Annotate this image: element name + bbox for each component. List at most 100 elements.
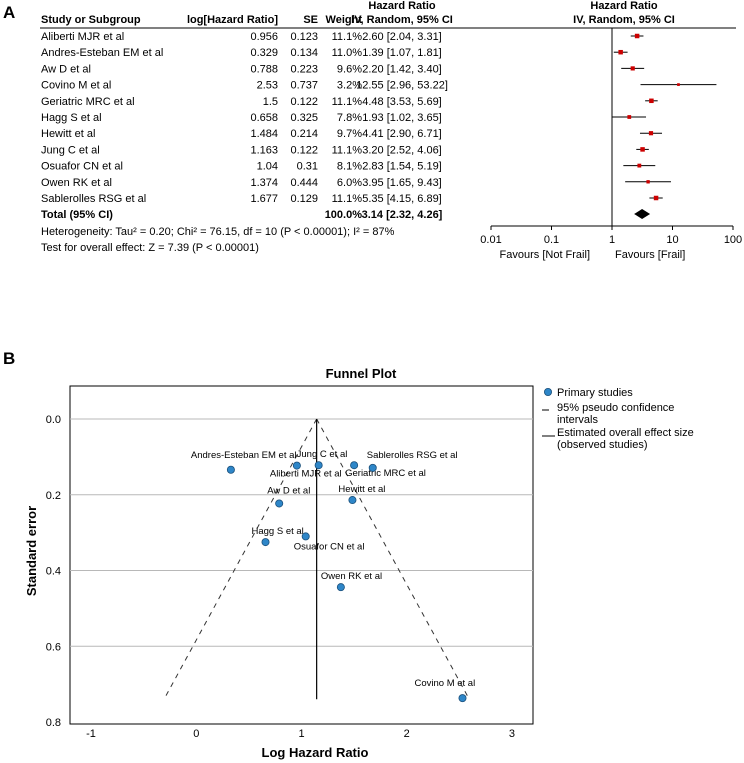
forest-x-tick-label: 0.1 <box>544 234 559 246</box>
forest-col-se: SE <box>303 14 318 26</box>
forest-study-loghr: 1.04 <box>257 161 278 173</box>
forest-study-se: 0.122 <box>290 96 318 108</box>
funnel-ci-left <box>163 418 318 700</box>
panel-label-a: A <box>3 3 16 22</box>
forest-point-estimate <box>618 49 623 55</box>
forest-col-loghr: log[Hazard Ratio] <box>187 14 278 26</box>
funnel-x-tick-label: 3 <box>509 728 515 740</box>
funnel-plot-area: 0.0 0.2 0.4 0.6 0.8 -1 0 1 2 3 Aliberti MJR et al A… <box>46 385 534 740</box>
forest-point-estimate <box>649 98 654 104</box>
forest-col-study: Study or Subgroup <box>41 14 141 26</box>
forest-study-se: 0.214 <box>290 128 318 140</box>
legend-primary: Primary studies <box>557 387 633 399</box>
forest-point-estimate <box>646 180 650 184</box>
forest-study-ci: 2.60 [2.04, 3.31] <box>362 31 442 43</box>
forest-col-ci-left: IV, Random, 95% CI <box>351 14 453 26</box>
funnel-point-label: Geriatric MRC et al <box>345 468 426 479</box>
funnel-point-label: Owen RK et al <box>321 571 382 582</box>
funnel-point-label: Hewitt et al <box>338 484 385 495</box>
forest-study-ci: 2.83 [1.54, 5.19] <box>362 161 442 173</box>
funnel-point <box>226 465 235 474</box>
forest-study-se: 0.123 <box>290 31 318 43</box>
funnel-ci-right <box>316 418 470 700</box>
forest-study-ci: 1.93 [1.02, 3.65] <box>362 112 442 124</box>
forest-header-hr-right: Hazard Ratio <box>590 0 658 12</box>
funnel-point <box>292 461 301 470</box>
forest-study-name: Sablerolles RSG et al <box>41 193 146 205</box>
funnel-point <box>368 463 377 472</box>
forest-point-estimate <box>677 83 680 86</box>
forest-study-ci: 2.20 [1.42, 3.40] <box>362 63 442 75</box>
funnel-point-label: Aw D et al <box>267 485 310 496</box>
forest-study-loghr: 1.163 <box>250 144 278 156</box>
forest-heterogeneity: Heterogeneity: Tau² = 0.20; Chi² = 76.15… <box>41 226 395 238</box>
forest-study-loghr: 1.484 <box>250 128 278 140</box>
funnel-point-label: Andres-Esteban EM et al <box>191 450 297 461</box>
forest-total-label: Total (95% CI) <box>41 209 113 221</box>
forest-study-se: 0.134 <box>290 47 318 59</box>
forest-study-se: 0.444 <box>290 177 318 189</box>
legend-ci-line1: 95% pseudo confidence <box>557 402 674 414</box>
forest-study-name: Hagg S et al <box>41 112 102 124</box>
forest-overall-effect: Test for overall effect: Z = 7.39 (P < 0… <box>41 242 259 254</box>
forest-point-estimate <box>634 33 640 39</box>
forest-study-se: 0.31 <box>297 161 318 173</box>
forest-x-tick-label: 1 <box>609 234 615 246</box>
funnel-point <box>458 694 467 703</box>
forest-point-estimate <box>640 147 645 152</box>
forest-point-estimate <box>648 131 654 136</box>
forest-study-weight: 11.1% <box>332 144 363 156</box>
funnel-point <box>350 461 359 470</box>
legend-effect-line2: (observed studies) <box>557 439 648 451</box>
funnel-point <box>301 532 310 541</box>
forest-study-name: Covino M et al <box>41 80 111 92</box>
forest-point-estimate <box>637 163 642 168</box>
forest-rows: Aliberti MJR et al 0.956 0.123 11.1% 2.60 [2… <box>41 31 717 219</box>
forest-favours-right: Favours [Frail] <box>615 249 685 261</box>
forest-study-loghr: 2.53 <box>257 80 278 92</box>
forest-study-weight: 3.2% <box>337 80 362 92</box>
forest-pooled-diamond <box>634 209 651 219</box>
funnel-point-label: Sablerolles RSG et al <box>367 450 458 461</box>
forest-study-weight: 7.8% <box>337 112 362 124</box>
forest-study-name: Andres-Esteban EM et al <box>41 47 163 59</box>
forest-study-loghr: 0.788 <box>250 63 278 75</box>
forest-study-weight: 11.1% <box>332 96 363 108</box>
funnel-point <box>348 496 357 505</box>
forest-study-name: Aliberti MJR et al <box>41 31 124 43</box>
funnel-frame <box>69 385 534 725</box>
forest-col-weight: Weight <box>326 14 363 26</box>
funnel-y-tick-label: 0.8 <box>46 717 61 729</box>
funnel-point-label: Aliberti MJR et al <box>270 469 342 480</box>
forest-study-loghr: 1.5 <box>263 96 278 108</box>
forest-favours-left: Favours [Not Frail] <box>500 249 590 261</box>
legend-effect-line1: Estimated overall effect size <box>557 427 694 439</box>
funnel-x-tick-label: -1 <box>86 728 96 740</box>
forest-point-estimate <box>627 115 632 119</box>
forest-study-ci: 4.48 [3.53, 5.69] <box>362 96 442 108</box>
forest-study-ci: 12.55 [2.96, 53.22] <box>356 80 448 92</box>
funnel-point-label: Jung C et al <box>297 449 348 460</box>
forest-point-estimate <box>653 195 659 201</box>
funnel-point-label: Osuafor CN et al <box>294 541 365 552</box>
forest-study-weight: 8.1% <box>337 161 362 173</box>
forest-study-name: Aw D et al <box>41 63 91 75</box>
forest-study-weight: 11.1% <box>332 193 363 205</box>
forest-study-loghr: 1.374 <box>250 177 278 189</box>
funnel-point-label: Hagg S et al <box>252 526 304 537</box>
forest-study-weight: 6.0% <box>337 177 362 189</box>
forest-study-se: 0.325 <box>290 112 318 124</box>
forest-study-loghr: 1.677 <box>250 193 278 205</box>
funnel-x-tick-label: 2 <box>404 728 410 740</box>
forest-study-weight: 9.7% <box>337 128 362 140</box>
forest-study-ci: 1.39 [1.07, 1.81] <box>362 47 442 59</box>
funnel-x-label: Log Hazard Ratio <box>262 745 369 760</box>
forest-study-name: Geriatric MRC et al <box>41 96 135 108</box>
funnel-y-tick-label: 0.4 <box>46 566 61 578</box>
forest-study-weight: 11.0% <box>332 47 363 59</box>
funnel-x-tick-label: 0 <box>193 728 199 740</box>
forest-study-name: Hewitt et al <box>41 128 95 140</box>
forest-study-loghr: 0.956 <box>250 31 278 43</box>
forest-plot: Hazard Ratio Hazard Ratio Study or Subgr… <box>40 0 742 261</box>
funnel-point-label: Covino M et al <box>414 678 475 689</box>
